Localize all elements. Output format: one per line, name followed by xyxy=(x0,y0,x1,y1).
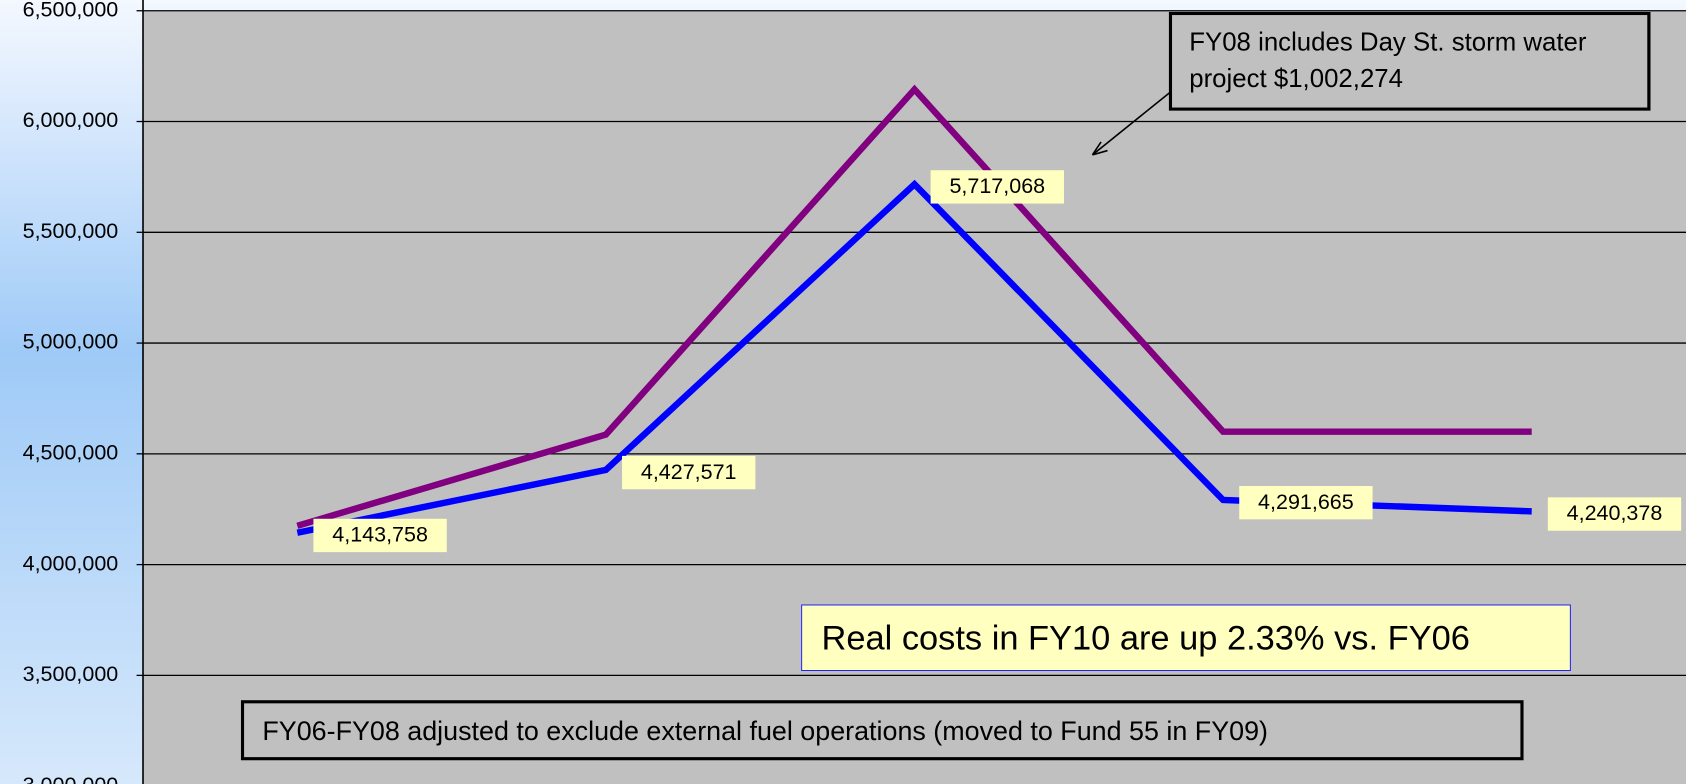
annotation: FY08 includes Day St. storm water projec… xyxy=(1168,11,1651,111)
arrow xyxy=(1091,91,1171,156)
annotation-box: FY06-FY08 adjusted to exclude external f… xyxy=(240,700,1524,761)
data-label-box xyxy=(1239,486,1373,520)
data-label: 4,240,378 xyxy=(1567,501,1663,525)
annotation: Real costs in FY10 are up 2.33% vs. FY06 xyxy=(801,604,1571,672)
y-tick-label: 3,000,000 xyxy=(23,773,119,784)
data-label: 4,291,665 xyxy=(1258,490,1354,514)
grid xyxy=(136,10,1686,677)
y-tick-label: 4,500,000 xyxy=(23,441,119,465)
data-label: 4,427,571 xyxy=(641,460,737,484)
data-labels: 4,143,758 4,427,571 5,717,068 4,291,665 4,24… xyxy=(313,170,1682,553)
arrow-head xyxy=(1091,141,1108,156)
data-label-box xyxy=(313,518,447,553)
y-tick-label: 5,500,000 xyxy=(23,219,119,243)
data-label-box xyxy=(622,455,756,490)
annotation-box: Real costs in FY10 are up 2.33% vs. FY06 xyxy=(801,604,1571,672)
data-label-box xyxy=(930,170,1064,204)
y-tick-label: 6,500,000 xyxy=(23,0,119,21)
series-line xyxy=(296,84,1532,529)
annotation: FY06-FY08 adjusted to exclude external f… xyxy=(240,700,1524,761)
y-tick-label: 3,500,000 xyxy=(23,662,119,686)
y-tick-label: 6,000,000 xyxy=(23,108,119,132)
y-tick-label: 4,000,000 xyxy=(23,551,119,575)
annotation-box: FY08 includes Day St. storm water projec… xyxy=(1168,11,1651,111)
data-label-box xyxy=(1547,497,1682,531)
data-label: 4,143,758 xyxy=(332,523,428,547)
y-tick-label: 5,000,000 xyxy=(23,330,119,354)
data-label: 5,717,068 xyxy=(949,174,1045,198)
